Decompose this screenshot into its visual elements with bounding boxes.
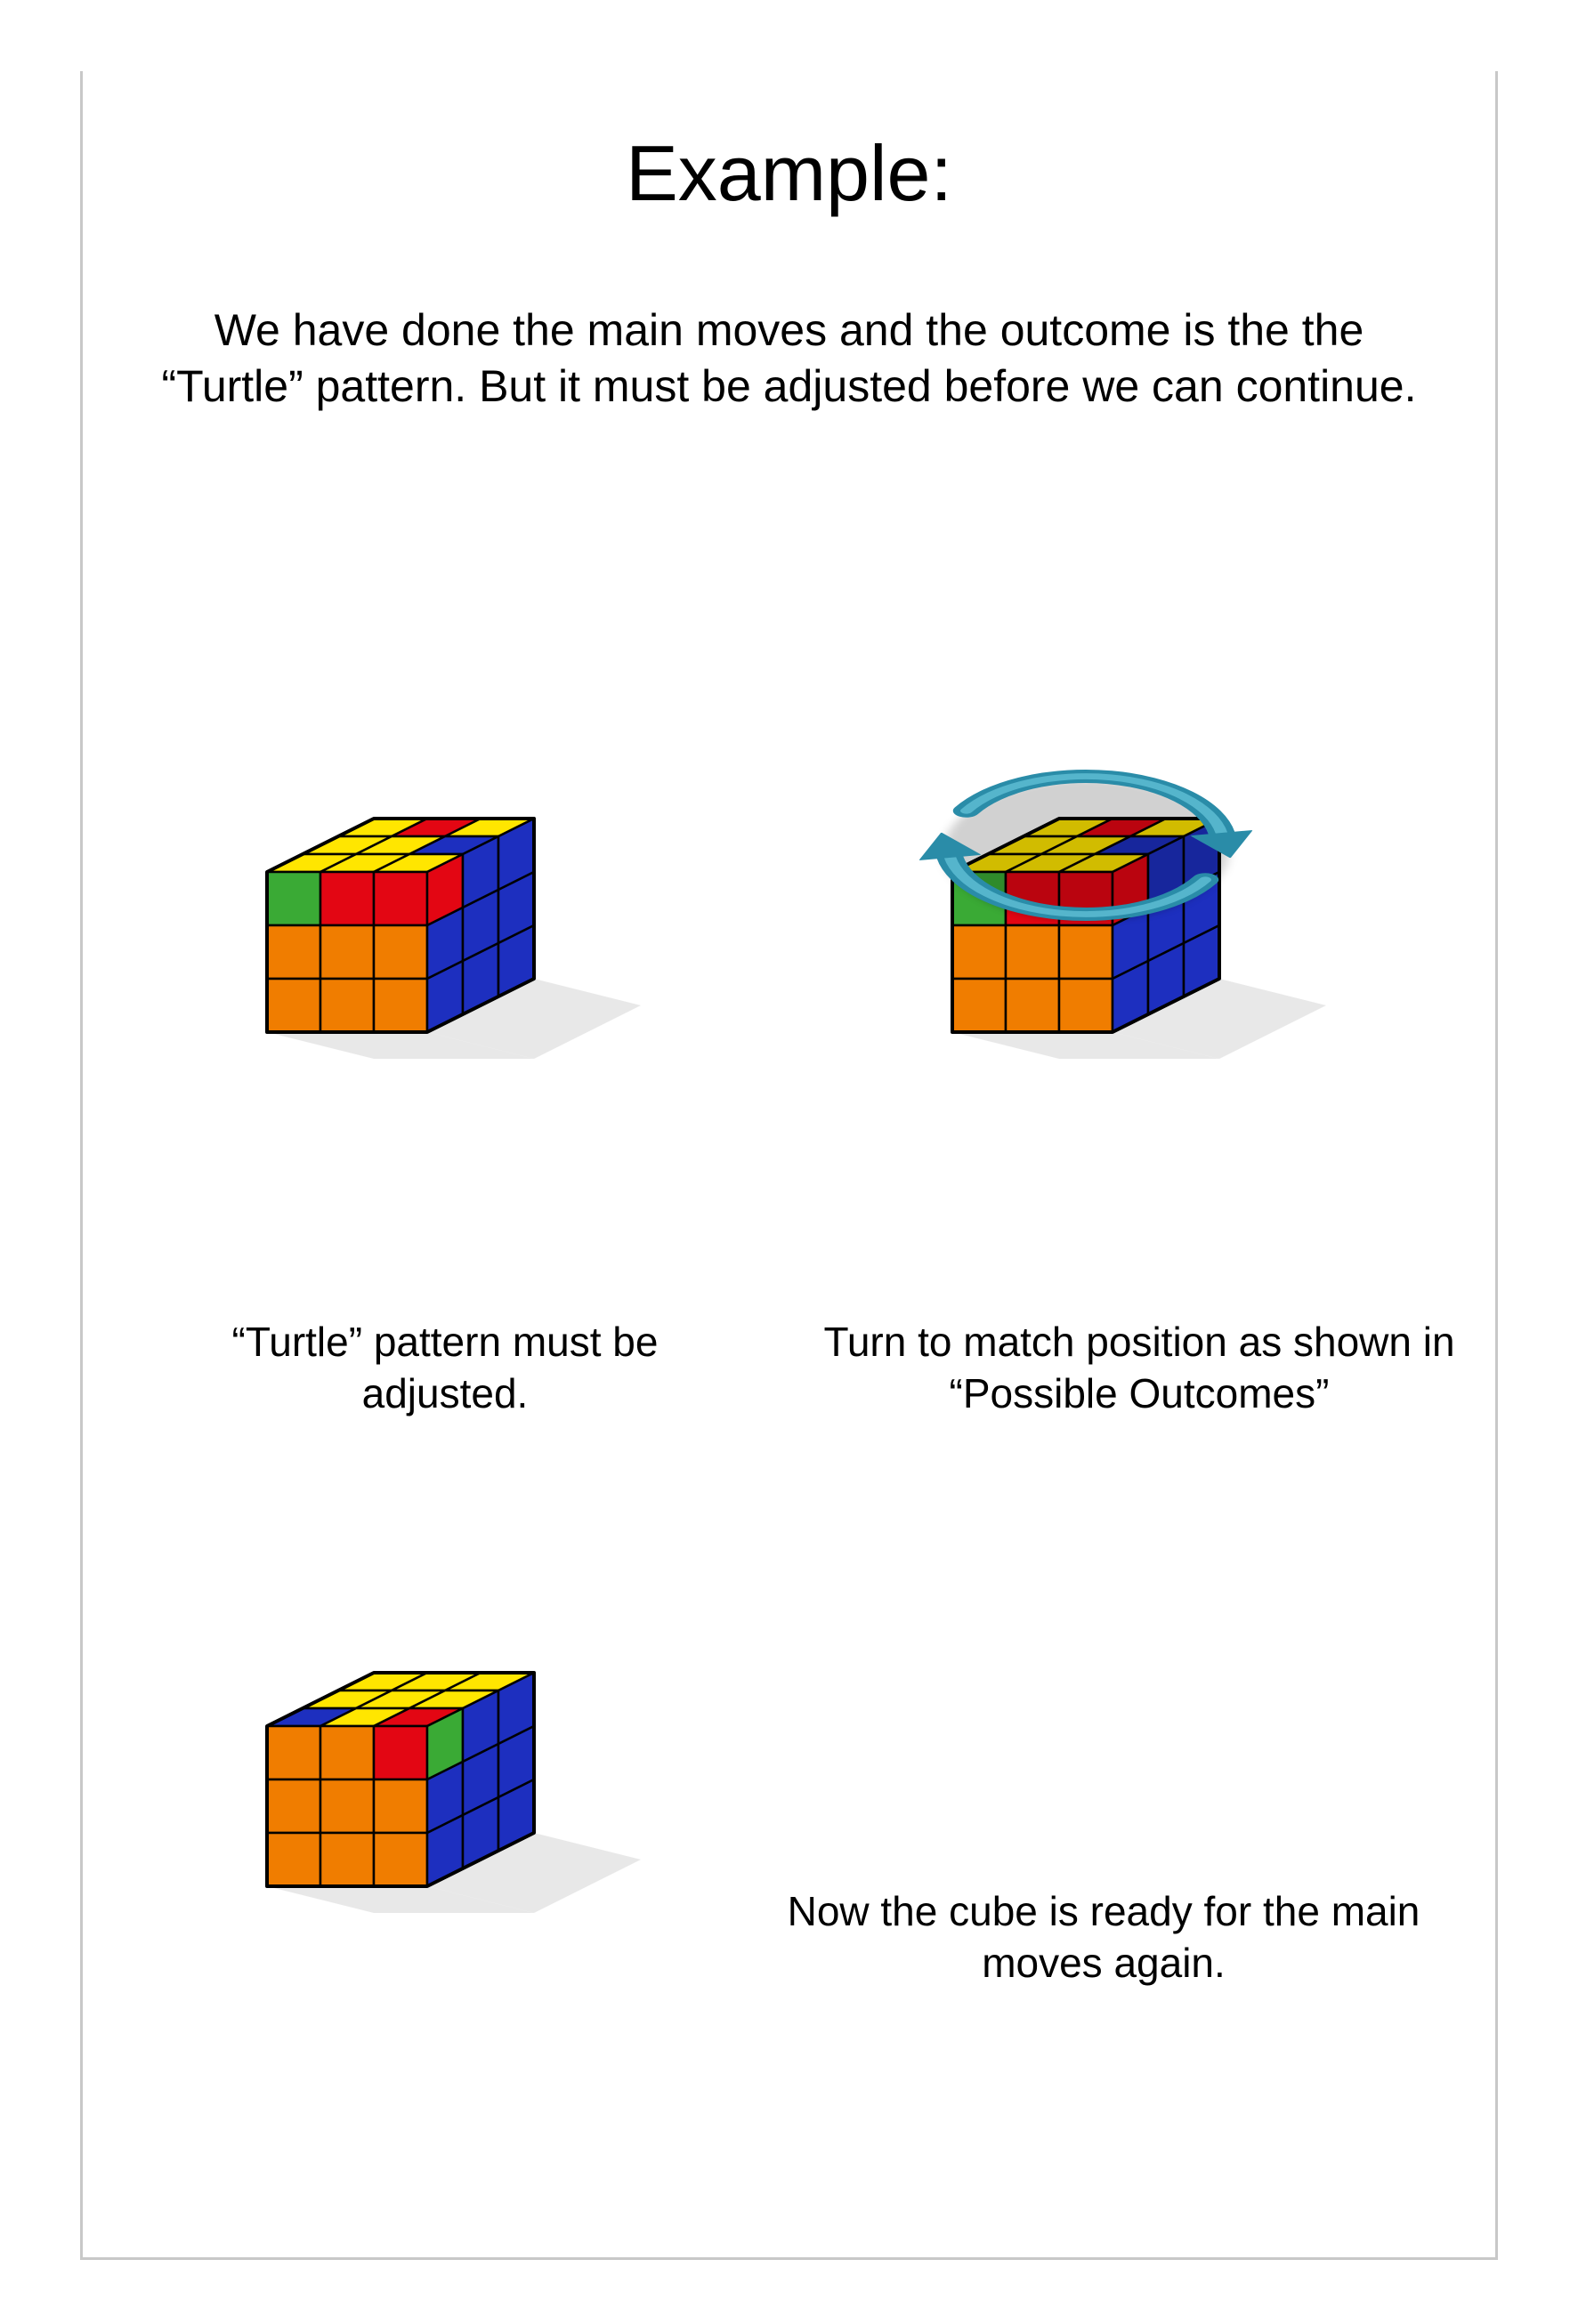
- cube-2: [846, 712, 1326, 1174]
- frame-left: [80, 71, 83, 2260]
- frame-right: [1495, 71, 1498, 2260]
- cube-1: [160, 712, 641, 1174]
- page-title: Example:: [0, 125, 1578, 222]
- intro-text: We have done the main moves and the outc…: [151, 303, 1427, 414]
- caption-3: Now the cube is ready for the main moves…: [783, 1886, 1424, 1989]
- cube-3: [160, 1566, 641, 2029]
- frame-bottom: [80, 2257, 1498, 2260]
- caption-2: Turn to match position as shown in “Poss…: [801, 1317, 1477, 1419]
- caption-1: “Turtle” pattern must be adjusted.: [151, 1317, 739, 1419]
